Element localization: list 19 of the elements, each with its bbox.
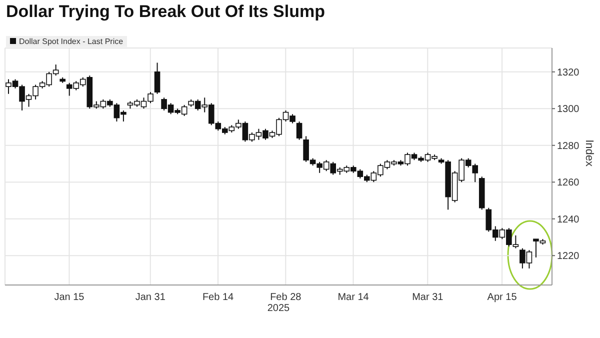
x-tick-label: Mar 31 bbox=[412, 292, 444, 304]
y-tick-label: 1240 bbox=[557, 214, 580, 226]
x-tick-label: Jan 31 bbox=[135, 292, 166, 304]
y-axis-title: Index bbox=[583, 140, 596, 167]
y-tick-label: 1220 bbox=[557, 251, 580, 262]
y-tick-label: 1300 bbox=[557, 104, 580, 116]
x-tick-label: Mar 14 bbox=[338, 292, 370, 304]
candlestick bbox=[154, 62, 160, 94]
text: 2025 bbox=[266, 303, 291, 314]
legend-label: Dollar Spot Index - Last Price bbox=[18, 37, 124, 46]
x-tick-label: Jan 15 bbox=[54, 292, 85, 304]
x-tick-label: Feb 28 bbox=[270, 292, 302, 304]
y-tick-label: 1280 bbox=[557, 140, 580, 152]
y-tick-label: 1320 bbox=[557, 67, 580, 78]
candlestick bbox=[296, 120, 302, 140]
x-tick-label: Feb 14 bbox=[202, 292, 234, 304]
x-tick-label: Apr 15 bbox=[487, 292, 518, 304]
y-tick-label: 1260 bbox=[557, 178, 580, 189]
chart-title: Dollar Trying To Break Out Of Its Slump bbox=[6, 2, 325, 22]
